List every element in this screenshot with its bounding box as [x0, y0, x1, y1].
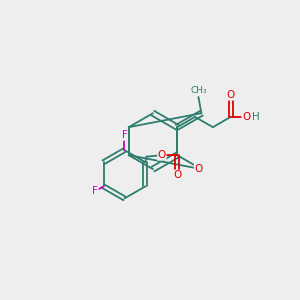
Text: O: O: [242, 112, 250, 122]
Text: O: O: [173, 170, 181, 180]
Text: F: F: [122, 130, 128, 140]
Text: H: H: [252, 112, 259, 122]
Text: O: O: [194, 164, 202, 174]
Text: O: O: [158, 150, 166, 160]
Text: O: O: [226, 90, 235, 100]
Text: F: F: [92, 186, 98, 196]
Text: CH₃: CH₃: [190, 86, 207, 95]
